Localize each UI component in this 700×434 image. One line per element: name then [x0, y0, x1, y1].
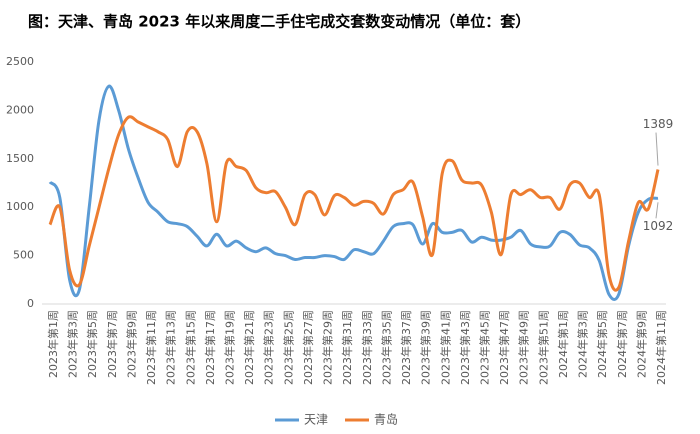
x-tick-label: 2023年第35周 [379, 310, 393, 385]
x-tick-label: 2023年第23周 [262, 310, 276, 385]
x-tick-label: 2024年第1周 [556, 310, 570, 378]
x-tick-label: 2023年第41周 [438, 310, 452, 385]
x-tick-label: 2023年第7周 [105, 310, 119, 378]
y-tick-label: 2500 [6, 55, 34, 68]
legend-label: 天津 [304, 413, 328, 427]
legend-label: 青岛 [374, 412, 398, 427]
x-tick-label: 2023年第33周 [360, 310, 374, 385]
x-tick-label: 2023年第45周 [477, 310, 491, 385]
series-line [48, 84, 659, 301]
x-tick-label: 2024年第11周 [654, 310, 668, 385]
y-tick-label: 2000 [6, 103, 34, 116]
x-tick-label: 2024年第7周 [615, 310, 629, 378]
x-tick-label: 2023年第17周 [203, 310, 217, 385]
data-label: 1092 [643, 219, 674, 233]
x-tick-label: 2023年第29周 [321, 310, 335, 385]
label-leader [655, 202, 659, 219]
x-tick-label: 2024年第9周 [634, 310, 648, 378]
x-tick-label: 2023年第5周 [85, 310, 99, 378]
x-tick-label: 2023年第51周 [536, 310, 550, 385]
x-tick-label: 2023年第31周 [340, 310, 354, 385]
y-tick-label: 0 [27, 297, 34, 310]
x-tick-label: 2023年第1周 [46, 310, 60, 378]
x-tick-label: 2023年第15周 [183, 310, 197, 385]
series-line [48, 115, 660, 292]
y-tick-label: 1500 [6, 152, 34, 165]
x-tick-label: 2023年第43周 [458, 310, 472, 385]
y-tick-label: 1000 [6, 200, 34, 213]
x-tick-label: 2023年第37周 [399, 310, 413, 385]
x-tick-label: 2023年第39周 [419, 310, 433, 385]
x-tick-label: 2023年第49周 [517, 310, 531, 385]
chart-title: 图：天津、青岛 2023 年以来周度二手住宅成交套数变动情况（单位：套） [28, 13, 530, 31]
data-label: 1389 [643, 117, 674, 131]
x-tick-label: 2023年第11周 [144, 310, 158, 385]
x-tick-label: 2023年第13周 [164, 310, 178, 385]
x-tick-label: 2024年第3周 [576, 310, 590, 378]
x-tick-label: 2023年第9周 [124, 310, 138, 378]
x-tick-label: 2023年第27周 [301, 310, 315, 385]
x-tick-label: 2023年第47周 [497, 310, 511, 385]
x-tick-label: 2023年第21周 [242, 310, 256, 385]
x-tick-label: 2024年第5周 [595, 310, 609, 378]
x-tick-label: 2023年第3周 [66, 310, 80, 378]
y-tick-label: 500 [13, 249, 34, 262]
x-tick-label: 2023年第19周 [223, 310, 237, 385]
x-tick-label: 2023年第25周 [281, 310, 295, 385]
label-leader [655, 132, 659, 166]
